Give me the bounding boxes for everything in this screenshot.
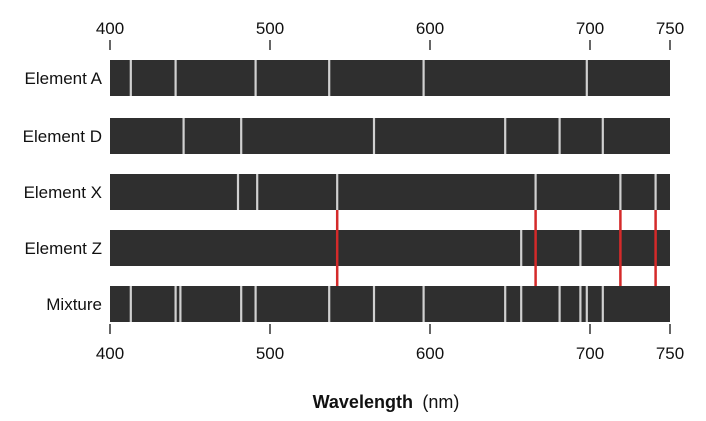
top-tick-label: 500: [256, 19, 284, 38]
x-axis-label: Wavelength (nm): [313, 392, 460, 412]
top-tick-label: 600: [416, 19, 444, 38]
row-label: Element Z: [25, 239, 102, 258]
row-label: Mixture: [46, 295, 102, 314]
spectrum-strip: [110, 174, 670, 210]
bottom-tick-label: 750: [656, 344, 684, 363]
spectrum-row: Element X: [24, 174, 670, 210]
spectrum-strip: [110, 230, 670, 266]
bottom-tick-label: 700: [576, 344, 604, 363]
spectrum-row: Element D: [23, 118, 670, 154]
row-label: Element A: [25, 69, 103, 88]
x-axis-label-unit: (nm): [422, 392, 459, 412]
x-axis-label-text: Wavelength: [313, 392, 413, 412]
spectrum-rows: Element A Element D Element X Element Z Mixt…: [23, 60, 670, 322]
bottom-tick-label: 500: [256, 344, 284, 363]
top-tick-label: 400: [96, 19, 124, 38]
top-tick-label: 700: [576, 19, 604, 38]
spectrum-strip: [110, 60, 670, 96]
match-lines: [335, 210, 657, 286]
bottom-axis: 400 500 600 700 750: [96, 324, 684, 363]
top-axis: 400 500 600 700 750: [96, 19, 684, 50]
spectrum-row: Mixture: [46, 286, 670, 322]
bottom-tick-label: 600: [416, 344, 444, 363]
spectrum-row: Element Z: [25, 230, 670, 266]
spectrum-strip: [110, 286, 670, 322]
bottom-tick-label: 400: [96, 344, 124, 363]
row-label: Element X: [24, 183, 102, 202]
spectrum-row: Element A: [25, 60, 670, 96]
top-tick-label: 750: [656, 19, 684, 38]
row-label: Element D: [23, 127, 102, 146]
spectrum-strip: [110, 118, 670, 154]
